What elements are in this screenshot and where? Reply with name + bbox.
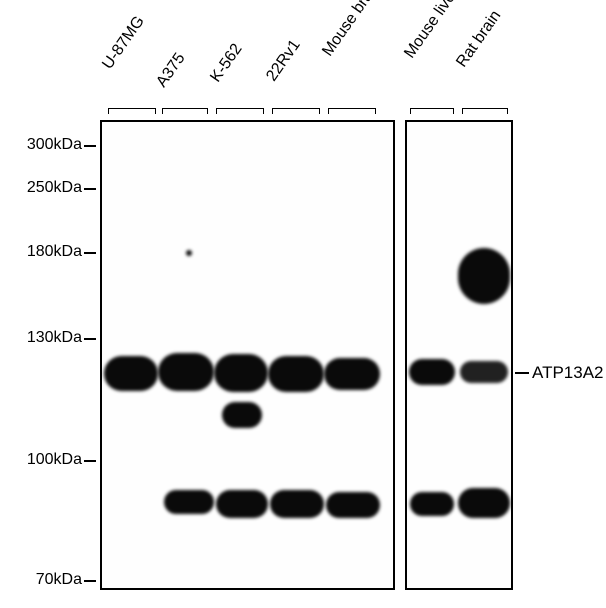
lane-label: 22Rv1 bbox=[263, 37, 304, 85]
mw-tick bbox=[84, 460, 96, 462]
lane-bracket bbox=[162, 108, 208, 114]
mw-tick bbox=[84, 338, 96, 340]
mw-label: 100kDa bbox=[12, 451, 82, 469]
target-label: ATP13A2 bbox=[532, 363, 604, 383]
mw-label: 130kDa bbox=[12, 329, 82, 347]
band bbox=[214, 354, 268, 392]
band bbox=[458, 488, 510, 518]
lane-label: Rat brain bbox=[453, 7, 505, 71]
lane-bracket bbox=[272, 108, 320, 114]
band bbox=[410, 492, 454, 516]
band bbox=[186, 250, 192, 256]
mw-tick bbox=[84, 252, 96, 254]
band bbox=[270, 490, 324, 518]
blot-panel-2 bbox=[405, 120, 513, 590]
mw-label: 250kDa bbox=[12, 179, 82, 197]
band bbox=[222, 402, 262, 428]
mw-label: 70kDa bbox=[12, 571, 82, 589]
lane-bracket bbox=[410, 108, 454, 114]
lane-label: Mouse liver bbox=[401, 0, 463, 62]
mw-label: 300kDa bbox=[12, 136, 82, 154]
mw-label: 180kDa bbox=[12, 243, 82, 261]
band bbox=[164, 490, 214, 514]
lane-bracket bbox=[216, 108, 264, 114]
band bbox=[324, 358, 380, 390]
lane-bracket bbox=[328, 108, 376, 114]
lane-bracket bbox=[108, 108, 156, 114]
band bbox=[326, 492, 380, 518]
mw-tick bbox=[84, 188, 96, 190]
band bbox=[460, 361, 508, 383]
band bbox=[104, 356, 158, 391]
band bbox=[268, 356, 324, 392]
lane-label: K-562 bbox=[207, 41, 246, 86]
band bbox=[216, 490, 268, 518]
mw-tick bbox=[84, 145, 96, 147]
mw-tick bbox=[84, 580, 96, 582]
band bbox=[409, 359, 455, 385]
lane-label: Mouse brain bbox=[319, 0, 384, 60]
target-tick bbox=[515, 372, 529, 374]
lane-label: A375 bbox=[153, 50, 189, 91]
lane-bracket bbox=[462, 108, 508, 114]
band bbox=[458, 248, 510, 304]
blot-figure: U-87MG A375 K-562 22Rv1 Mouse brain Mous… bbox=[0, 0, 606, 608]
band bbox=[158, 353, 214, 391]
lane-label: U-87MG bbox=[99, 13, 148, 73]
